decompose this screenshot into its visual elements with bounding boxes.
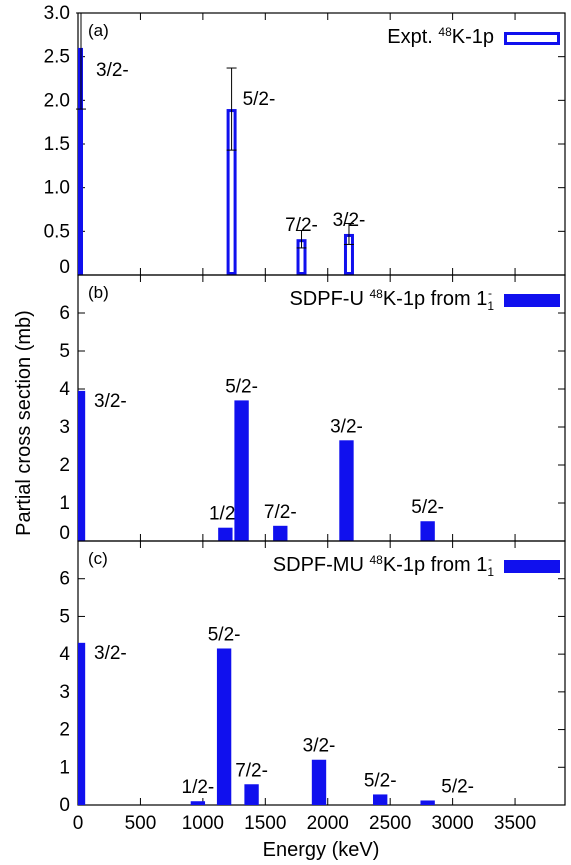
y-tick-label: 6 (59, 303, 70, 324)
bar (339, 440, 354, 541)
y-tick-label: 3.0 (44, 3, 70, 24)
x-tick-label: 0 (73, 813, 84, 834)
legend-label-part: 1 (487, 565, 494, 579)
bar-state-label: 1/2- (182, 777, 215, 798)
bar-state-label: 5/2- (208, 624, 241, 645)
y-tick-label: 1.5 (44, 134, 70, 155)
y-tick-label: 1.0 (44, 178, 70, 199)
y-tick-label: 4 (59, 379, 70, 400)
legend-label: SDPF-MU 48K-1p from 11- (273, 552, 495, 579)
legend-label-part: 48 (438, 25, 452, 39)
y-tick-label: 2 (59, 720, 70, 741)
x-tick-label: 1500 (244, 813, 286, 834)
bar (216, 648, 232, 805)
y-tick-label: 0 (59, 523, 70, 544)
legend-swatch (504, 560, 560, 573)
y-tick-label: 4 (59, 644, 70, 665)
y-axis-title: Partial cross section (mb) (13, 310, 35, 536)
bar (244, 784, 259, 805)
y-tick-label: 2 (59, 455, 70, 476)
bar-state-label: 5/2- (441, 776, 474, 797)
x-tick-label: 2000 (307, 813, 349, 834)
panel-frame (77, 12, 566, 276)
bar-state-label: 1/2- (209, 504, 242, 525)
y-tick-label: 1 (59, 757, 70, 778)
x-axis-title: Energy (keV) (263, 839, 380, 861)
y-tick-label: 0 (59, 795, 70, 816)
bar-state-label: 3/2- (303, 736, 336, 757)
y-tick-label: 2.5 (44, 47, 70, 68)
bar-state-label: 7/2- (285, 215, 318, 236)
bar (78, 47, 83, 275)
legend-swatch (504, 32, 560, 45)
legend-label-part: 48 (369, 553, 383, 567)
legend-label-part: 1 (487, 299, 494, 313)
legend-label-part: K-1p (452, 26, 494, 48)
panel-frame (77, 274, 566, 542)
legend-swatch (504, 294, 560, 307)
bar (78, 642, 86, 805)
legend-label-part: 48 (369, 287, 383, 301)
panel-tag: (a) (88, 21, 109, 40)
x-tick-label: 2500 (369, 813, 411, 834)
legend-label-part: SDPF-MU (273, 554, 370, 576)
bar (78, 390, 86, 541)
bar (234, 400, 249, 541)
bar (218, 527, 233, 541)
bar (420, 521, 435, 541)
y-tick-label: 1 (59, 493, 70, 514)
y-tick-label: 5 (59, 606, 70, 627)
bar (420, 800, 435, 805)
x-tick-label: 3500 (494, 813, 536, 834)
y-tick-label: 0 (59, 257, 70, 278)
panel-1: 0 0.5 1.0 1.5 2.0 2.5 3.0 (a) Expt. 48K-1p 3/2- 5/… (44, 3, 566, 278)
x-tick-label: 3000 (431, 813, 473, 834)
legend-label-part: - (488, 286, 492, 300)
y-tick-label: 3 (59, 682, 70, 703)
y-tick-label: 3 (59, 417, 70, 438)
y-tick-label: 2.0 (44, 90, 70, 111)
bar-state-label: 5/2- (225, 376, 258, 397)
bar-state-label: 3/2- (96, 60, 129, 81)
panel-tag: (b) (88, 283, 109, 302)
legend-label-part: - (488, 552, 492, 566)
legend-label-part: K-1p from 1 (383, 288, 487, 310)
x-tick-label: 1000 (182, 813, 224, 834)
legend-label-part: K-1p from 1 (383, 554, 487, 576)
y-tick-label: 6 (59, 569, 70, 590)
legend-label: SDPF-U 48K-1p from 11- (289, 286, 494, 313)
bar (273, 525, 288, 541)
bar (311, 759, 327, 805)
y-tick-label: 5 (59, 341, 70, 362)
bar (190, 801, 206, 805)
bar-state-label: 5/2- (364, 770, 397, 791)
x-tick-label: 500 (125, 813, 157, 834)
bar-state-label: 3/2- (94, 391, 127, 412)
bar (373, 794, 388, 805)
bar-state-label: 5/2- (243, 89, 276, 110)
panels-layer: 00.51.01.52.02.53.0(a) Expt. 48K-1p3/2-5/… (44, 3, 566, 834)
bar-state-label: 7/2- (235, 760, 268, 781)
bar-state-label: 5/2- (411, 497, 444, 518)
bar-state-label: 3/2- (94, 643, 127, 664)
bar-state-label: 7/2- (264, 502, 297, 523)
panel-tag: (c) (88, 549, 108, 568)
legend-label-part: Expt. (387, 26, 438, 48)
legend-label: Expt. 48K-1p (387, 25, 494, 48)
legend-label-part: SDPF-U (289, 288, 369, 310)
bar-state-label: 3/2- (330, 416, 363, 437)
y-tick-label: 0.5 (44, 221, 70, 242)
bar-state-label: 3/2- (333, 210, 366, 231)
